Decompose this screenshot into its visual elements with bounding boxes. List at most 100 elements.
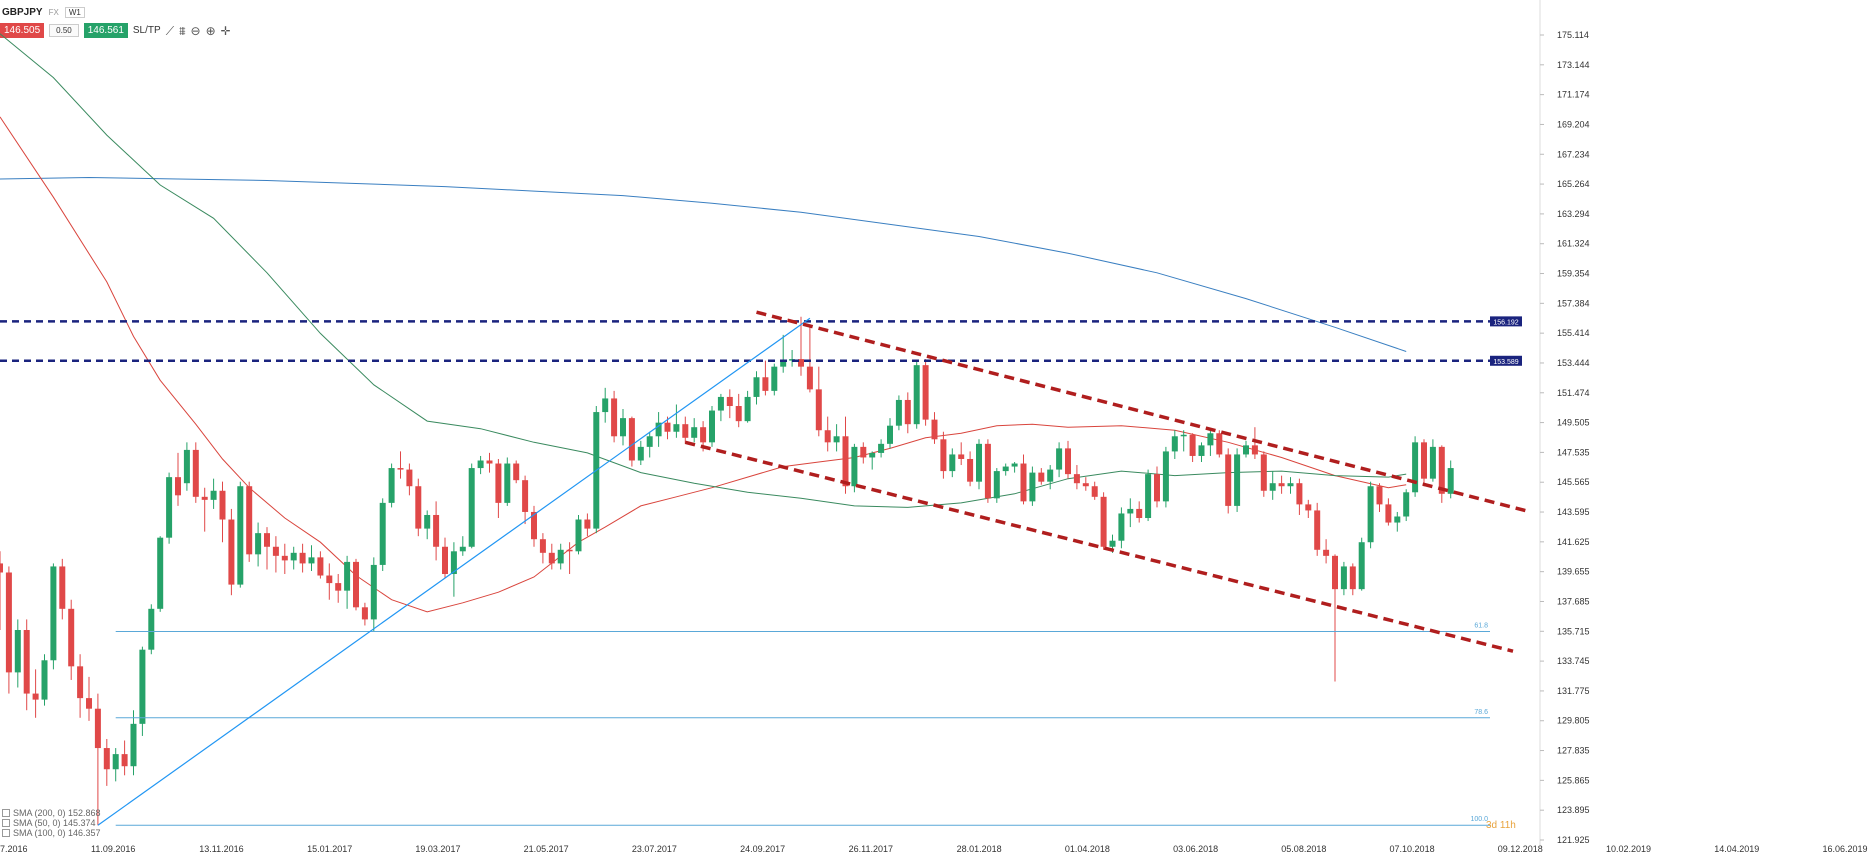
candle-body (59, 566, 66, 609)
legend-checkbox[interactable] (2, 829, 10, 837)
timeframe-select[interactable]: W1 (64, 7, 85, 18)
bullish-candle (468, 463, 475, 549)
zoom-out-icon[interactable]: ⊖ (190, 23, 201, 38)
x-tick-label: 28.01.2018 (957, 844, 1002, 854)
bullish-candle (1447, 460, 1454, 499)
y-tick-label: 149.505 (1557, 418, 1590, 428)
zoom-in-icon[interactable]: ⊕ (205, 23, 216, 38)
bearish-candle (94, 693, 101, 826)
candle-body (1127, 508, 1134, 514)
bearish-candle (335, 574, 342, 603)
bearish-candle (628, 416, 635, 467)
bullish-candle (1394, 511, 1401, 532)
bearish-candle (842, 416, 849, 494)
buy-price-button[interactable]: 146.561 (83, 23, 128, 38)
bearish-candle (103, 738, 110, 786)
candle-body (1002, 466, 1009, 472)
candle-body (1073, 474, 1080, 484)
candle-body (1136, 508, 1143, 519)
candle-body (539, 539, 546, 553)
candle-body (949, 454, 956, 472)
candle-body (1189, 434, 1196, 456)
y-tick-label: 157.384 (1557, 298, 1590, 308)
symbol-label[interactable]: GBPJPY (2, 7, 43, 18)
bullish-candle (139, 646, 146, 736)
candle-body (815, 389, 822, 431)
line-chart-icon[interactable]: ⟋ (165, 23, 175, 38)
indicator-lines (0, 33, 1407, 613)
candle-body (175, 477, 181, 496)
bearish-candle (611, 390, 618, 443)
candle-body (1029, 472, 1036, 502)
candle-body (0, 563, 3, 573)
indicators-icon[interactable]: ⩩ (179, 23, 186, 38)
level-price-tag (1490, 355, 1522, 366)
bearish-candle (931, 412, 938, 444)
x-tick-label: 05.08.2018 (1281, 844, 1326, 854)
sell-price-button[interactable]: 146.505 (0, 23, 45, 38)
candle-body (77, 666, 84, 699)
bullish-candle (709, 406, 715, 447)
candle-body (353, 561, 359, 608)
bullish-candle (1287, 477, 1294, 494)
candle-body (1349, 566, 1356, 590)
candle-body (1065, 448, 1071, 475)
bearish-candle (486, 452, 493, 473)
candle-body (1394, 516, 1401, 523)
candle-body (548, 552, 555, 564)
y-tick-label: 143.595 (1557, 507, 1590, 517)
bearish-candle (958, 442, 965, 466)
candle-body (887, 425, 893, 444)
bullish-candle (557, 543, 564, 570)
candle-body (976, 443, 982, 482)
candle-body (869, 452, 876, 458)
bullish-candle (887, 418, 893, 449)
bearish-candle (246, 481, 253, 562)
candle-body (1367, 486, 1374, 543)
candle-body (308, 557, 315, 564)
bearish-candle (531, 505, 537, 547)
candle-body (913, 365, 920, 425)
bullish-candle (1171, 430, 1178, 459)
candle-body (1412, 442, 1419, 493)
indicator-legend: SMA (200, 0) 152.868 SMA (50, 0) 145.374… (2, 808, 101, 838)
candle-body (620, 418, 626, 437)
candle-body (1216, 433, 1223, 455)
candle-body (50, 566, 57, 661)
candle-body (246, 486, 253, 555)
candle-body (566, 549, 573, 552)
legend-checkbox[interactable] (2, 809, 10, 817)
candle-body (317, 557, 324, 576)
bullish-candle (459, 536, 466, 556)
candle-body (531, 511, 537, 540)
candle-body (397, 468, 404, 470)
candle-body (94, 708, 101, 749)
candle-body (1251, 445, 1258, 455)
x-tick-label: 16.06.2019 (1822, 844, 1867, 854)
bullish-candle (1118, 507, 1125, 549)
candle-body (495, 463, 502, 503)
x-tick-label: 01.04.2018 (1065, 844, 1110, 854)
sltp-button[interactable]: SL/TP (132, 25, 161, 36)
candle-body (112, 754, 119, 770)
channel-upper-trendline (756, 310, 1532, 514)
bearish-candle (726, 389, 733, 419)
bearish-candle (967, 451, 974, 487)
sma-100-line (0, 33, 1407, 508)
legend-checkbox[interactable] (2, 819, 10, 827)
bearish-candle (264, 527, 270, 570)
bullish-candle (593, 406, 600, 534)
candle-body (513, 463, 520, 481)
candle-body (201, 496, 208, 500)
bearish-candle (539, 533, 546, 564)
crosshair-icon[interactable]: ✛ (220, 23, 231, 38)
bullish-candle (655, 412, 662, 447)
bullish-candle (869, 451, 876, 470)
bearish-candle (1385, 498, 1392, 526)
fib-level-label: 61.8 (1474, 623, 1488, 630)
bullish-candle (14, 619, 21, 688)
drawings: 61.8 78.6 100.0 156.192 153.589 (0, 310, 1532, 826)
candle-body (424, 514, 431, 529)
candle-body (1323, 549, 1330, 556)
